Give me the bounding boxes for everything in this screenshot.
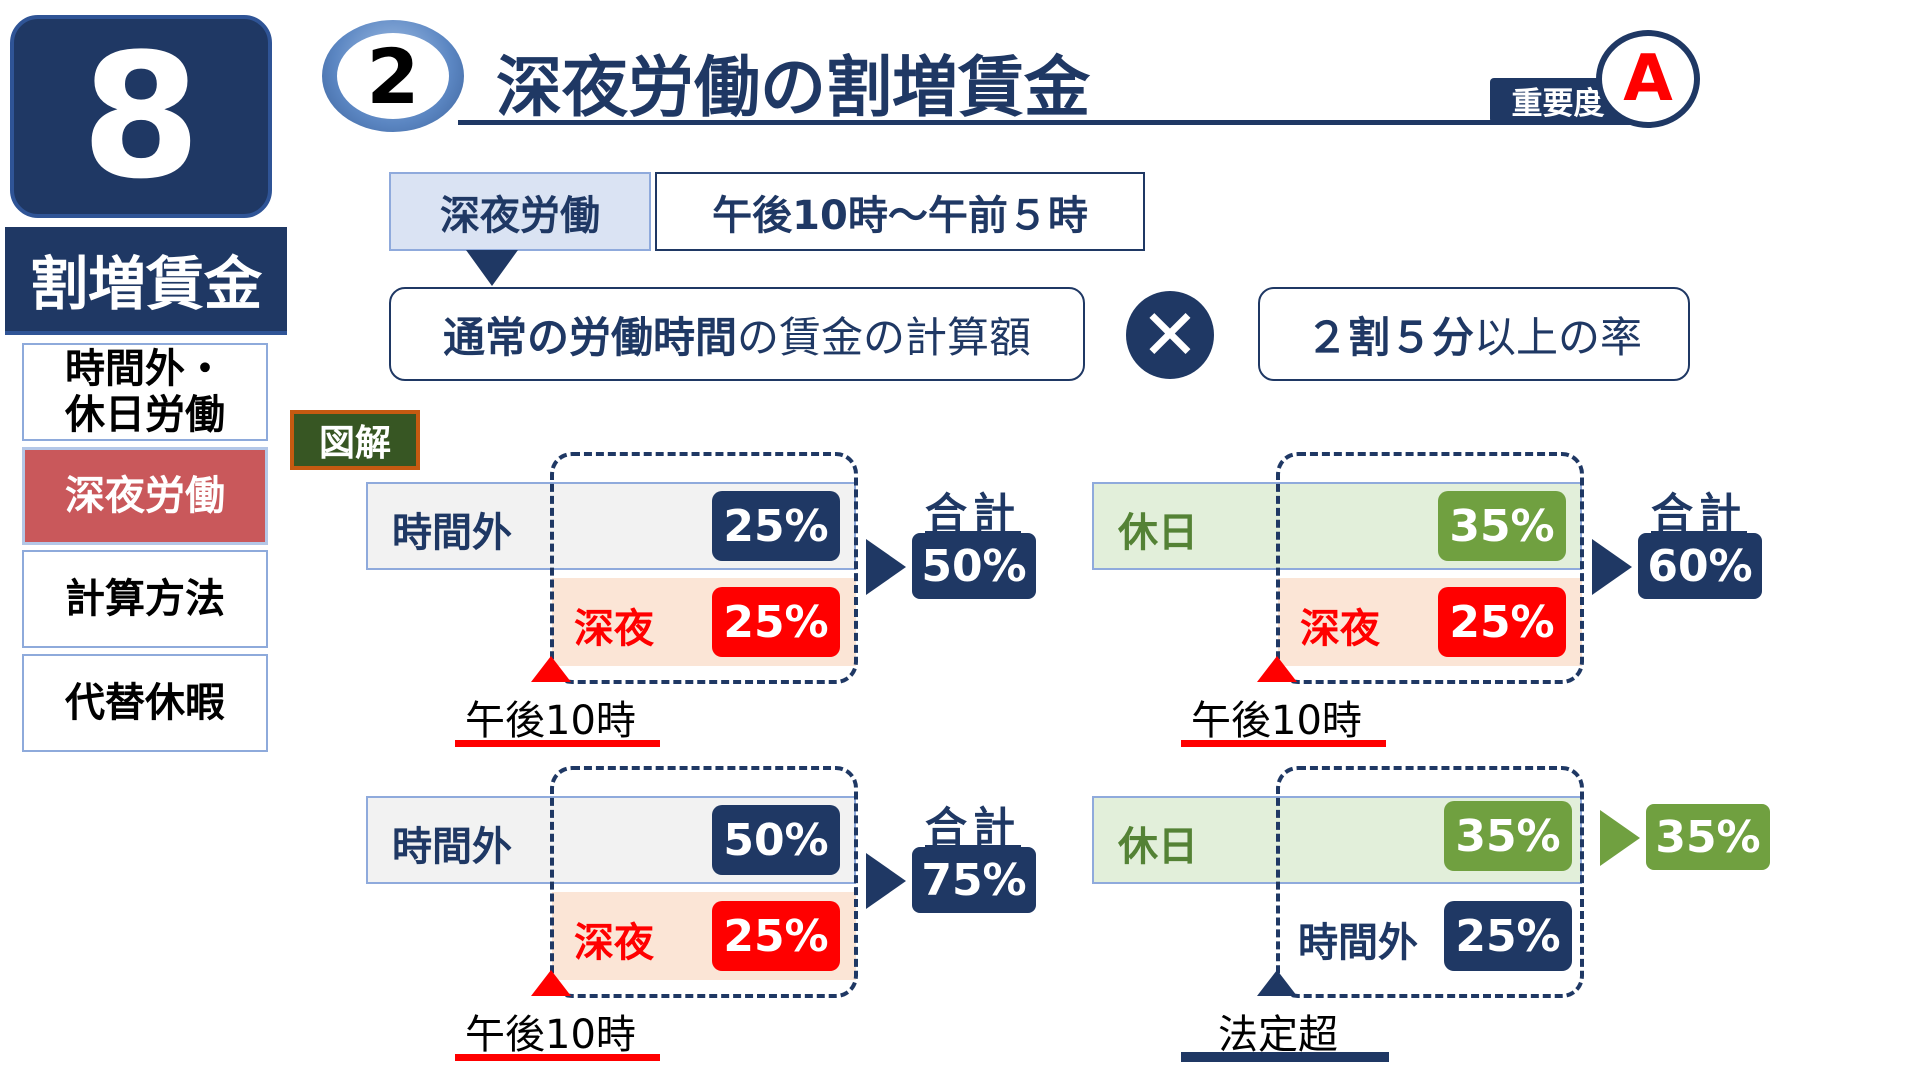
base-pct: 25% <box>712 491 840 561</box>
chapter-number: 8 <box>10 15 272 218</box>
sidebar-item-night-work[interactable]: 深夜労働 <box>22 447 268 545</box>
time-label: 午後10時 <box>1191 698 1362 744</box>
dashed-frame <box>550 766 858 998</box>
rate-rest: 以上の率 <box>1474 312 1643 362</box>
up-arrow-icon <box>531 970 571 996</box>
time-label: 午後10時 <box>465 698 636 744</box>
right-arrow-icon <box>866 539 906 595</box>
total-label: 合計 <box>1651 489 1748 538</box>
base-pct: 35% <box>1438 491 1566 561</box>
right-arrow-icon <box>866 853 906 909</box>
diagram-label: 図解 <box>290 410 420 470</box>
formula-wage-box: 通常の労働時間 の賃金の計算額 <box>389 287 1085 381</box>
overtime-pct: 25% <box>1444 901 1572 971</box>
right-arrow-icon <box>1592 539 1632 595</box>
total-value: 75% <box>912 847 1036 913</box>
base-label: 時間外 <box>392 510 512 556</box>
total-value: 50% <box>912 533 1036 599</box>
dashed-frame <box>550 452 858 684</box>
total-value: 60% <box>1638 533 1762 599</box>
total-label: 合計 <box>925 803 1022 852</box>
base-pct: 35% <box>1444 801 1572 871</box>
base-label: 休日 <box>1118 510 1198 556</box>
night-pct: 25% <box>1438 587 1566 657</box>
result-value: 35% <box>1646 804 1770 870</box>
formula-rate-box: ２割５分 以上の率 <box>1258 287 1690 381</box>
time-underline <box>1181 740 1386 747</box>
night-label: 深夜 <box>574 920 654 966</box>
section-number: 2 <box>337 32 449 121</box>
time-label: 午後10時 <box>465 1012 636 1058</box>
dashed-frame <box>1276 452 1584 684</box>
night-label: 深夜 <box>574 606 654 652</box>
time-underline <box>1181 1052 1389 1062</box>
up-arrow-icon <box>531 656 571 682</box>
total-label: 合計 <box>925 489 1022 538</box>
title-underline <box>458 120 1638 125</box>
dashed-frame <box>1276 766 1584 998</box>
page-title: 深夜労働の割増賃金 <box>496 49 1090 126</box>
right-arrow-icon <box>1600 810 1640 866</box>
time-underline <box>455 1054 660 1061</box>
base-label: 時間外 <box>392 824 512 870</box>
chapter-label: 割増賃金 <box>5 227 287 335</box>
importance-badge: A <box>1596 30 1700 128</box>
base-label: 休日 <box>1118 824 1198 870</box>
down-arrow-icon <box>466 250 518 286</box>
section-number-badge: 2 <box>322 20 464 132</box>
up-arrow-icon <box>1257 656 1297 682</box>
sidebar-item-calculation[interactable]: 計算方法 <box>22 550 268 648</box>
rate-bold: ２割５分 <box>1305 312 1474 362</box>
sidebar-item-substitute-leave[interactable]: 代替休暇 <box>22 654 268 752</box>
night-pct: 25% <box>712 587 840 657</box>
up-arrow-icon <box>1257 970 1297 996</box>
night-pct: 25% <box>712 901 840 971</box>
formula-bold: 通常の労働時間 <box>442 312 737 362</box>
definition-label: 深夜労働 <box>389 172 651 251</box>
multiply-icon: ✕ <box>1126 291 1214 379</box>
time-label: 法定超 <box>1218 1012 1338 1058</box>
overtime-label: 時間外 <box>1298 920 1418 966</box>
night-label: 深夜 <box>1300 606 1380 652</box>
definition-value: 午後10時～午前５時 <box>655 172 1145 251</box>
time-underline <box>455 740 660 747</box>
base-pct: 50% <box>712 805 840 875</box>
formula-rest: の賃金の計算額 <box>737 312 1032 362</box>
sidebar-item-overtime-holiday[interactable]: 時間外・ 休日労働 <box>22 343 268 441</box>
